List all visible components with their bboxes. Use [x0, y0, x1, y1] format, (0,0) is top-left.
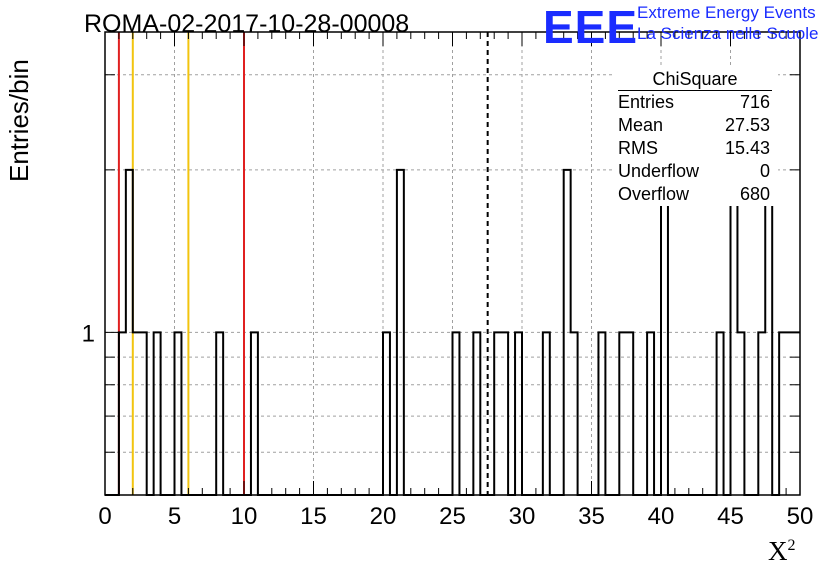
stats-row: Overflow 680 — [612, 183, 778, 206]
eee-logo-line1: Extreme Energy Events — [637, 3, 816, 22]
x-axis-label-base: X — [768, 536, 788, 566]
stats-title: ChiSquare — [618, 68, 772, 91]
stats-value: 15.43 — [724, 138, 770, 158]
x-tick-label: 40 — [648, 503, 675, 530]
stats-label: Underflow — [618, 161, 700, 181]
x-tick-label: 10 — [231, 503, 258, 530]
stats-value: 0 — [759, 161, 770, 181]
stats-row: Mean 27.53 — [612, 114, 778, 137]
chart-title: ROMA-02-2017-10-28-00008 — [84, 10, 410, 38]
stats-box: ChiSquare Entries 716 Mean 27.53 RMS 15.… — [612, 68, 778, 206]
stats-label: RMS — [618, 138, 658, 158]
x-tick-label: 45 — [717, 503, 744, 530]
stats-row: RMS 15.43 — [612, 137, 778, 160]
stats-row: Underflow 0 — [612, 160, 778, 183]
stats-value: 716 — [739, 92, 770, 112]
eee-logo-line2: La Scienza nelle Scuole — [637, 24, 819, 43]
x-tick-label: 25 — [439, 503, 466, 530]
y-tick-labels: 1 — [82, 320, 95, 347]
y-axis-label: Entries/bin — [4, 59, 34, 182]
stats-value: 27.53 — [724, 115, 770, 135]
stats-row: Entries 716 — [612, 91, 778, 114]
x-tick-label: 15 — [300, 503, 327, 530]
eee-logo: EEE — [543, 1, 639, 53]
stats-label: Mean — [618, 115, 664, 135]
x-tick-label: 30 — [509, 503, 536, 530]
x-tick-label: 5 — [168, 503, 181, 530]
x-tick-label: 50 — [787, 503, 814, 530]
stats-label: Overflow — [618, 184, 690, 204]
stats-label: Entries — [618, 92, 675, 112]
x-tick-label: 0 — [98, 503, 111, 530]
stats-value: 680 — [739, 184, 770, 204]
x-tick-label: 20 — [370, 503, 397, 530]
x-tick-label: 35 — [578, 503, 605, 530]
x-axis-label: X2 — [768, 536, 796, 567]
axis-ticks — [104, 32, 801, 495]
x-axis-label-exponent: 2 — [787, 537, 796, 554]
y-tick-label: 1 — [82, 320, 95, 347]
x-tick-labels: 0 5 10 15 20 25 30 35 40 45 50 — [98, 503, 813, 530]
